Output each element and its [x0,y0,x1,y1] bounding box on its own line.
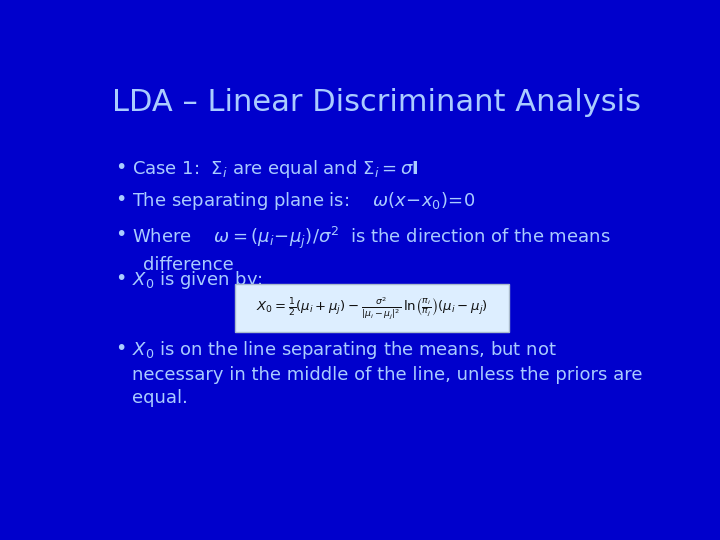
Text: difference: difference [143,256,234,274]
Text: Where    $\omega = (\mu_i\!-\!\mu_j)/\sigma^2$  is the direction of the means: Where $\omega = (\mu_i\!-\!\mu_j)/\sigma… [132,225,611,251]
Text: •: • [115,268,127,287]
Text: •: • [115,158,127,177]
Text: •: • [115,190,127,208]
Text: Case 1:  $\Sigma_i$ are equal and $\Sigma_i = \sigma\mathbf{I}$: Case 1: $\Sigma_i$ are equal and $\Sigma… [132,158,418,180]
Text: LDA – Linear Discriminant Analysis: LDA – Linear Discriminant Analysis [112,87,642,117]
Text: $X_0 = \frac{1}{2}(\mu_i + \mu_j) - \frac{\sigma^2}{|\mu_i - \mu_j|^2}\,\ln\!\le: $X_0 = \frac{1}{2}(\mu_i + \mu_j) - \fra… [256,295,487,321]
Text: $X_0$ is given by:: $X_0$ is given by: [132,268,263,291]
FancyBboxPatch shape [235,284,508,332]
Text: $X_0$ is on the line separating the means, but not
necessary in the middle of th: $X_0$ is on the line separating the mean… [132,339,642,407]
Text: •: • [115,225,127,244]
Text: The separating plane is:    $\omega(x\!-\!x_0)\!=\!0$: The separating plane is: $\omega(x\!-\!x… [132,190,475,212]
Text: •: • [115,339,127,358]
